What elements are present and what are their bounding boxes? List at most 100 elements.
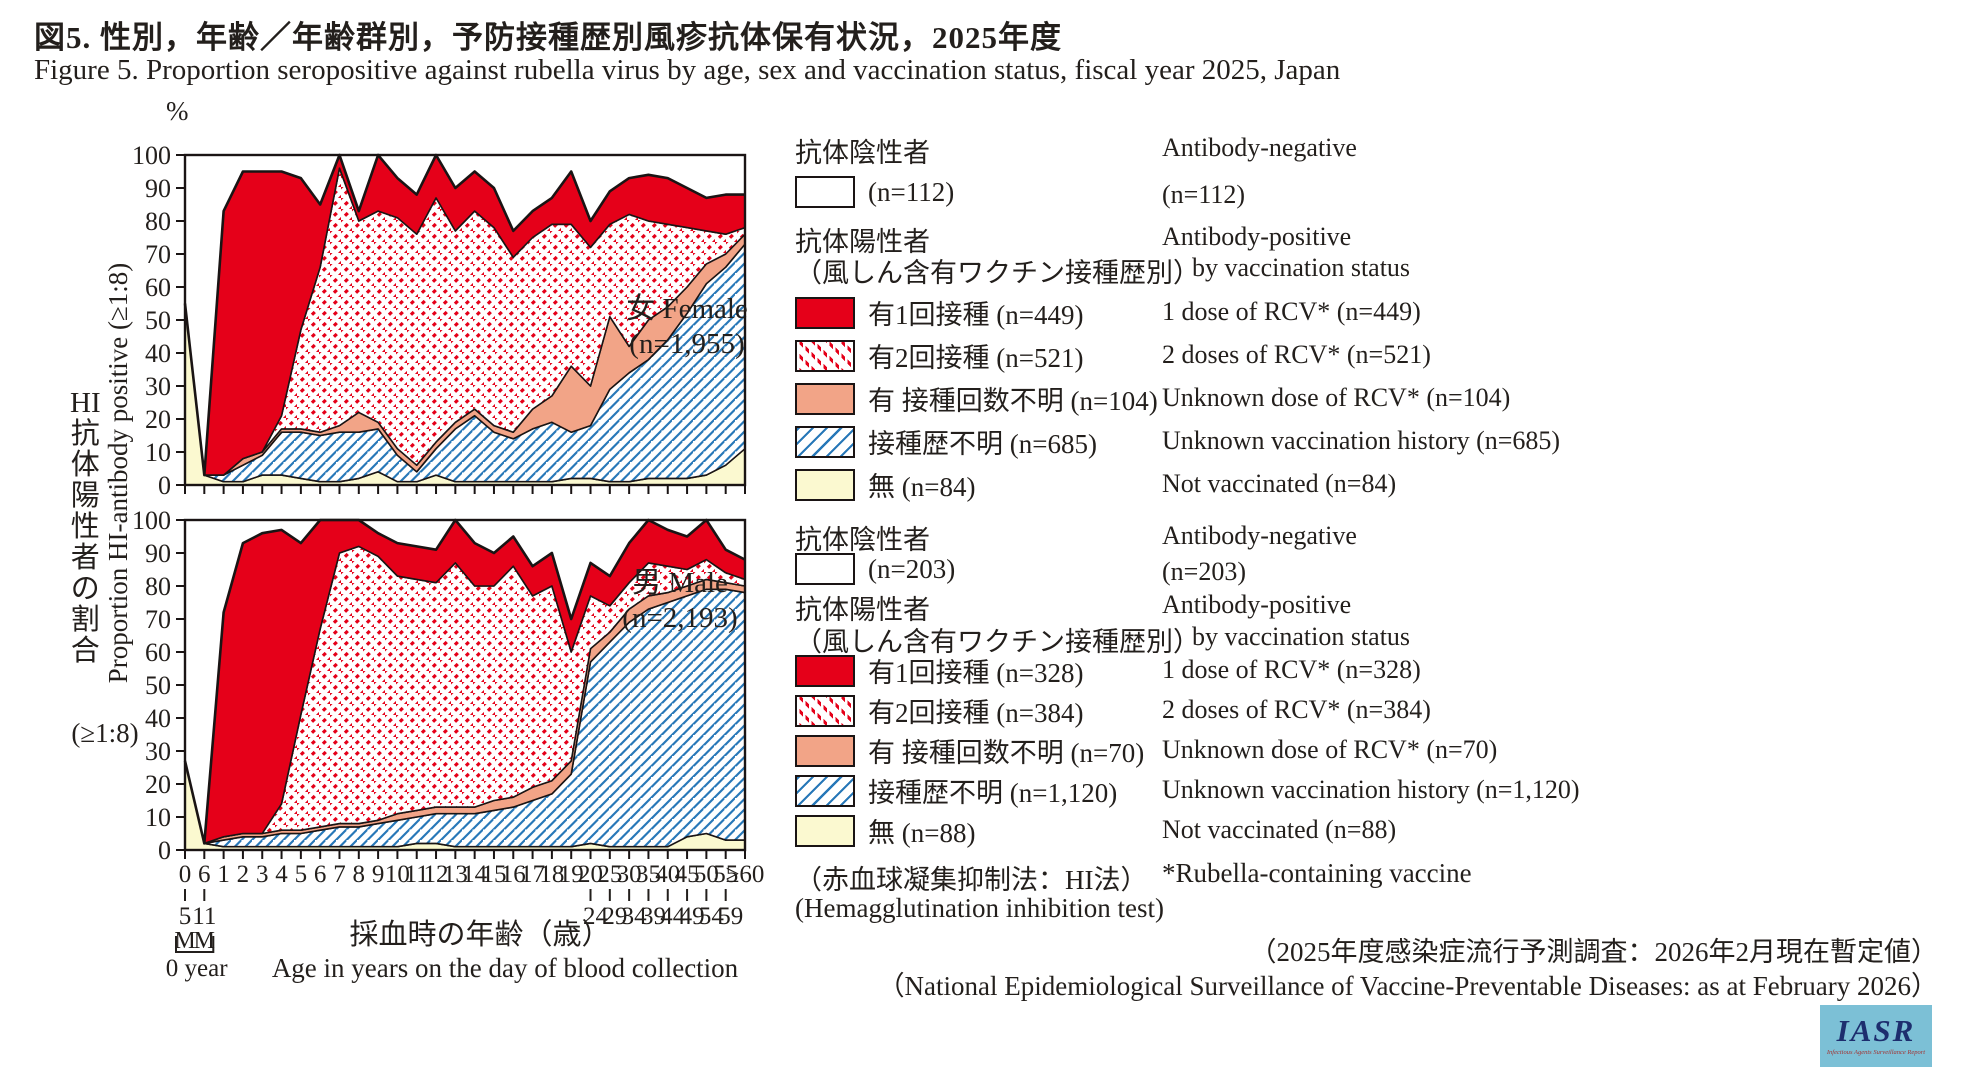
y-axis-label-ja-char: 抗 — [70, 418, 100, 450]
svg-text:19: 19 — [559, 861, 584, 888]
y-axis-ratio-label: (≥1:8) — [71, 718, 139, 748]
svg-text:0: 0 — [158, 836, 171, 865]
svg-text:40: 40 — [145, 339, 171, 368]
legend-male-negative-title: 抗体陰性者 — [795, 518, 930, 557]
legend-text: 有 接種回数不明 (n=104) — [868, 386, 1158, 416]
legend-text: 接種歴不明 (n=685) — [868, 429, 1097, 459]
legend-male-positive-subtitle: （風しん含有ワクチン接種歴別） — [795, 620, 1200, 659]
legend-male-positive-title: 抗体陽性者 — [795, 588, 930, 627]
svg-text:≥60: ≥60 — [726, 861, 765, 888]
svg-text:35: 35 — [636, 861, 661, 888]
y-axis-label-english: Proportion HI-antibody positive (≥1:8) — [103, 262, 133, 684]
svg-text:Age in years on the day of blo: Age in years on the day of blood collect… — [272, 953, 739, 983]
male-label-text: 男 Male — [632, 567, 728, 599]
svg-text:40: 40 — [655, 861, 680, 888]
svg-text:20: 20 — [145, 770, 171, 799]
svg-text:10: 10 — [385, 861, 410, 888]
red-swatch — [795, 296, 855, 329]
svg-text:70: 70 — [145, 605, 171, 634]
svg-text:15: 15 — [481, 861, 506, 888]
svg-text:3: 3 — [256, 861, 269, 888]
legend-male-positive-subtitle-en: by vaccination status — [1192, 622, 1411, 651]
svg-text:20: 20 — [578, 861, 603, 888]
svg-text:9: 9 — [372, 861, 385, 888]
white-swatch — [795, 176, 855, 208]
figure-title-japanese: 図5. 性別，年齢／年齢群別，予防接種歴別風疹抗体保有状況，2025年度 — [34, 20, 1062, 55]
svg-text:90: 90 — [145, 174, 171, 203]
legend-female-1dose-en: 1 dose of RCV* (n=449) — [1162, 297, 1421, 326]
y-axis-label-ja-char: 体 — [70, 449, 100, 481]
legend-text: 抗体陰性者 — [795, 138, 930, 168]
svg-text:M: M — [174, 928, 195, 954]
svg-text:70: 70 — [145, 240, 171, 269]
legend-text: 有2回接種 (n=384) — [868, 698, 1084, 728]
legend-female-negative-title: 抗体陰性者 — [795, 131, 930, 170]
svg-text:49: 49 — [680, 903, 705, 930]
y-axis-label-ja-char: 性 — [70, 511, 100, 543]
legend-female-not-vaccinated: 無 (n=84) — [795, 465, 975, 504]
legend-male-2doses: 有2回接種 (n=384) — [795, 691, 1083, 730]
legend-text: （風しん含有ワクチン接種歴別） — [795, 258, 1200, 288]
y-axis-unit-percent: % — [166, 96, 189, 126]
legend-female-unknown-history: 接種歴不明 (n=685) — [795, 422, 1097, 461]
legend-male-negative-n-en: (n=203) — [1162, 557, 1246, 586]
svg-text:6: 6 — [198, 861, 211, 888]
legend-male-unknown-dose-en: Unknown dose of RCV* (n=70) — [1162, 735, 1498, 764]
legend-text: 抗体陽性者 — [795, 595, 930, 625]
legend-text: (n=112) — [868, 176, 955, 207]
legend-female-positive-subtitle: （風しん含有ワクチン接種歴別） — [795, 251, 1200, 290]
svg-text:40: 40 — [145, 704, 171, 733]
red-dot-hatch-swatch — [795, 694, 855, 727]
iasr-logo-subtext: Infectious Agents Surveillance Report — [1826, 1049, 1926, 1056]
svg-text:2: 2 — [237, 861, 250, 888]
iasr-logo: IASR Infectious Agents Surveillance Repo… — [1820, 1005, 1932, 1067]
legend-female-negative-n-en: (n=112) — [1162, 180, 1246, 209]
figure-title-english: Figure 5. Proportion seropositive agains… — [34, 54, 1341, 86]
svg-text:7: 7 — [333, 861, 346, 888]
red-dot-hatch-swatch — [795, 339, 855, 372]
svg-text:29: 29 — [602, 903, 627, 930]
legend-female-2doses: 有2回接種 (n=521) — [795, 336, 1083, 375]
legend-female-negative-swatch-row: (n=112) — [795, 176, 954, 208]
svg-text:80: 80 — [145, 572, 171, 601]
svg-text:34: 34 — [622, 903, 648, 930]
white-swatch — [795, 553, 855, 585]
legend-text: 有1回接種 (n=449) — [868, 300, 1084, 330]
legend-text: 有1回接種 (n=328) — [868, 658, 1084, 688]
legend-male-1dose: 有1回接種 (n=328) — [795, 651, 1083, 690]
svg-text:60: 60 — [145, 638, 171, 667]
svg-text:11: 11 — [405, 861, 429, 888]
legend-male-unknown-dose: 有 接種回数不明 (n=70) — [795, 731, 1144, 770]
legend-male-2doses-en: 2 doses of RCV* (n=384) — [1162, 695, 1431, 724]
salmon-swatch — [795, 382, 855, 415]
method-note-japanese: （赤血球凝集抑制法：HI法） — [795, 865, 1148, 895]
legend-text: 有 接種回数不明 (n=70) — [868, 738, 1145, 768]
svg-text:4: 4 — [275, 861, 288, 888]
svg-text:14: 14 — [462, 861, 488, 888]
blue-hatch-swatch — [795, 425, 855, 458]
svg-text:13: 13 — [443, 861, 468, 888]
legend-female-positive-title-en: Antibody-positive — [1162, 222, 1352, 251]
rcv-asterisk-note: *Rubella-containing vaccine — [1162, 858, 1472, 888]
svg-text:10: 10 — [145, 438, 171, 467]
y-axis-label-ja-char: の — [70, 573, 100, 605]
svg-text:50: 50 — [145, 671, 171, 700]
svg-text:0: 0 — [158, 471, 171, 500]
svg-text:8: 8 — [353, 861, 366, 888]
legend-male-positive-title-en: Antibody-positive — [1162, 590, 1352, 619]
svg-text:11: 11 — [192, 903, 216, 930]
legend-male-negative-swatch-row: (n=203) — [795, 553, 955, 585]
y-axis-label-ja-char: 割 — [70, 604, 100, 636]
svg-text:30: 30 — [145, 737, 171, 766]
red-swatch — [795, 654, 855, 687]
svg-text:1: 1 — [217, 861, 230, 888]
legend-male-not-vaccinated-en: Not vaccinated (n=88) — [1162, 815, 1397, 844]
y-axis-label-ja-char: 合 — [70, 635, 100, 667]
y-axis-label-ja-char: 陽 — [70, 480, 100, 512]
svg-text:39: 39 — [641, 903, 666, 930]
svg-text:18: 18 — [539, 861, 564, 888]
legend-text: 無 (n=84) — [868, 472, 976, 502]
svg-text:54: 54 — [699, 903, 725, 930]
svg-text:0: 0 — [179, 861, 192, 888]
svg-text:12: 12 — [424, 861, 449, 888]
